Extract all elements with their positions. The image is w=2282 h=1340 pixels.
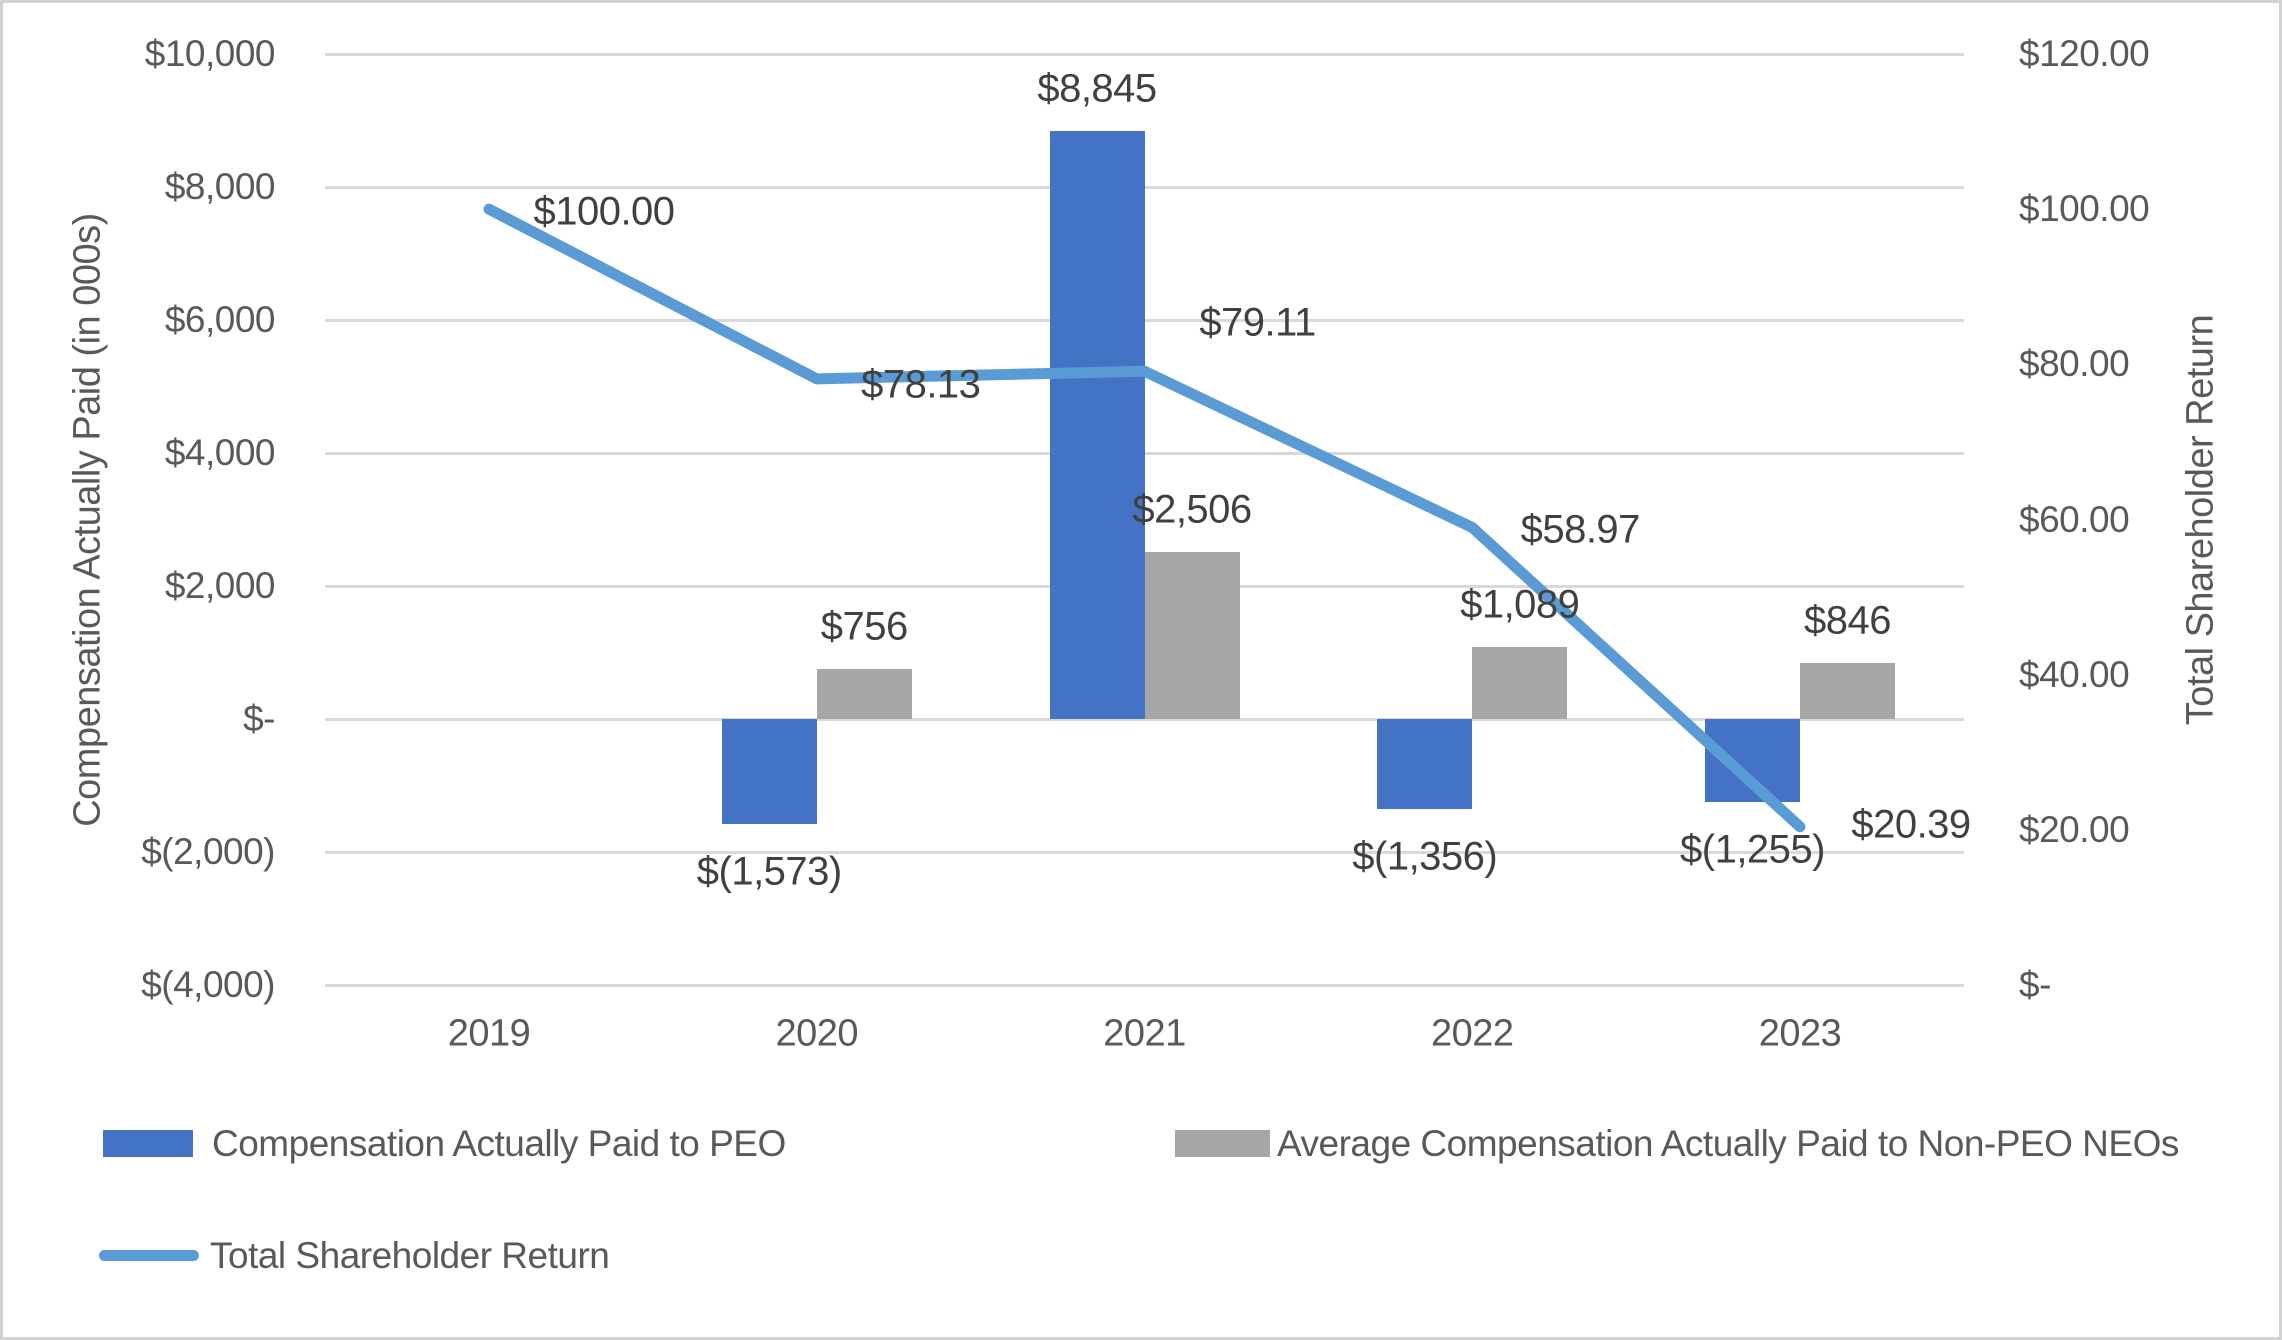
x-axis-year-label: 2019 [447, 1012, 531, 1055]
bar-non-peo-2021 [1144, 552, 1240, 719]
left-axis-tick-label: $10,000 [144, 33, 276, 74]
legend-label-tsr: Total Shareholder Return [210, 1235, 610, 1276]
right-axis-tick-label: $- [2019, 964, 2051, 1005]
gridline [325, 185, 1964, 189]
bar-peo-2021 [1049, 130, 1145, 719]
bar-data-label: $(1,573) [696, 849, 842, 894]
tsr-data-label: $79.11 [1199, 300, 1316, 345]
x-axis-year-label: 2021 [1103, 1012, 1186, 1055]
legend-swatch-peo-bar [103, 1130, 193, 1157]
legend-label-non-peo: Average Compensation Actually Paid to No… [1277, 1123, 2179, 1164]
bar-data-label: $8,845 [1037, 66, 1157, 111]
right-axis-tick-label: $100.00 [2019, 188, 2150, 230]
legend-swatch-tsr-line [99, 1250, 199, 1261]
gridline [325, 451, 1964, 455]
right-axis-tick-label: $20.00 [2019, 808, 2130, 850]
left-axis-tick-label: $8,000 [164, 166, 276, 207]
bar-peo-2020 [721, 719, 817, 824]
bar-data-label: $(1,255) [1680, 827, 1825, 872]
bar-data-label: $756 [820, 604, 908, 649]
bar-non-peo-2020 [816, 668, 912, 719]
gridline [325, 850, 1964, 854]
tsr-data-label: $100.00 [533, 189, 675, 234]
x-axis-year-label: 2023 [1758, 1012, 1842, 1055]
legend-swatch-non-peo-bar [1175, 1130, 1270, 1157]
right-axis-tick-label: $60.00 [2019, 498, 2130, 540]
bar-non-peo-2022 [1472, 646, 1568, 719]
tsr-line-layer [483, 203, 1806, 833]
bar-data-label: $1,089 [1460, 582, 1580, 627]
tsr-data-label: $20.39 [1851, 802, 1971, 847]
bar-peo-2022 [1377, 719, 1473, 810]
bar-data-label: $846 [1804, 598, 1891, 643]
gridline [325, 983, 1964, 987]
x-axis-year-label: 2022 [1430, 1012, 1514, 1055]
tsr-line [483, 203, 1806, 833]
gridline [325, 318, 1964, 322]
tsr-data-label: $58.97 [1520, 507, 1641, 552]
legend-label-peo: Compensation Actually Paid to PEO [212, 1123, 786, 1164]
right-axis-title: Total Shareholder Return [2179, 314, 2222, 726]
bar-non-peo-2023 [1800, 662, 1895, 719]
left-axis-title: Compensation Actually Paid (in 000s) [66, 213, 109, 827]
right-axis-tick-label: $120.00 [2019, 33, 2150, 74]
left-axis-tick-label: $6,000 [164, 299, 276, 340]
left-axis-tick-label: $(4,000) [141, 964, 275, 1005]
bar-data-label: $2,506 [1132, 487, 1252, 532]
left-axis-tick-label: $2,000 [164, 565, 276, 606]
left-axis-tick-label: $(2,000) [141, 831, 275, 872]
gridline [325, 52, 1964, 56]
right-axis-tick-label: $40.00 [2019, 653, 2130, 695]
gridline [325, 717, 1964, 721]
bar-data-label: $(1,356) [1352, 834, 1498, 879]
left-axis-tick-label: $4,000 [164, 432, 276, 473]
right-axis-tick-label: $80.00 [2019, 343, 2130, 385]
x-axis-year-label: 2020 [775, 1012, 859, 1055]
tsr-data-label: $78.13 [861, 362, 981, 407]
left-axis-tick-label: $- [243, 698, 275, 739]
